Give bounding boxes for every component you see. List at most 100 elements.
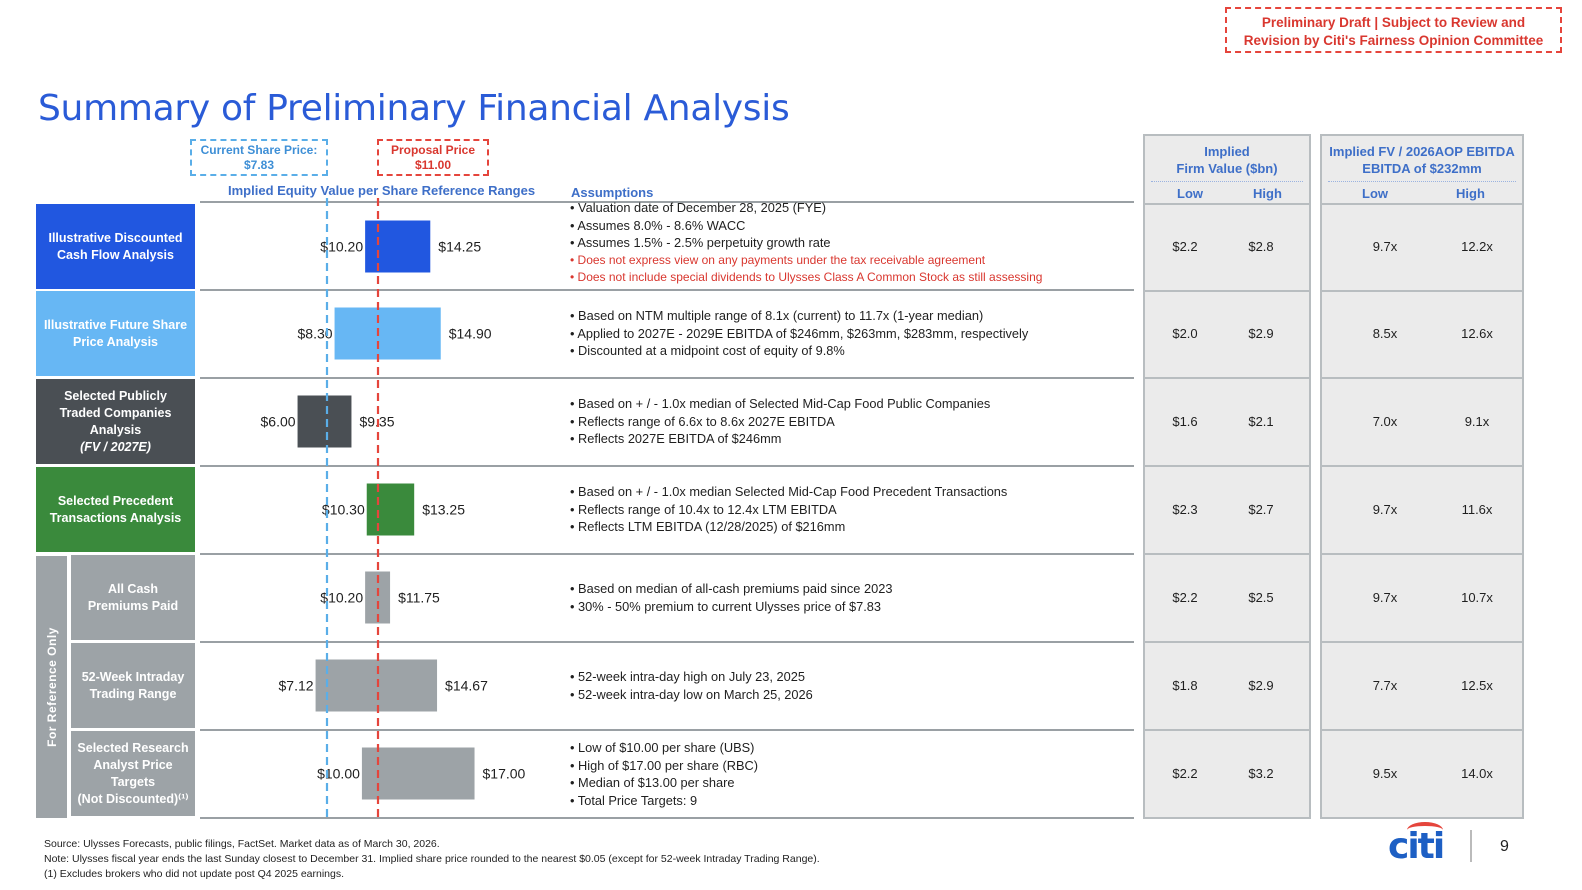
firm-value-low-value: $2.0 (1172, 325, 1198, 341)
firm-value-header-line-1: Implied (1204, 144, 1250, 159)
assumption-line: • Based on + / - 1.0x median Selected Mi… (570, 484, 1008, 499)
firm-value-header-line-2: Firm Value ($bn) (1176, 161, 1278, 176)
range-high-label: $14.25 (438, 239, 481, 255)
range-bar (366, 483, 415, 536)
firm-value-divider (1145, 203, 1309, 205)
ranges-column-header: Implied Equity Value per Share Reference… (228, 183, 536, 198)
ev-ebitda-divider (1322, 203, 1522, 205)
assumption-line: • 52-week intra-day high on July 23, 202… (570, 669, 805, 684)
row-label-line: Trading Range (89, 686, 177, 701)
table-row-divider (1145, 290, 1309, 292)
row-label-line: Analyst Price (93, 757, 173, 772)
row-label-line: Selected Precedent (57, 493, 174, 508)
row-label-line: (Not Discounted)⁽¹⁾ (77, 791, 189, 806)
firm-value-low-label: Low (1177, 186, 1203, 201)
firm-value-low-value: $1.8 (1172, 677, 1198, 693)
current-price-value: $7.83 (243, 158, 275, 172)
ev-ebitda-table: Implied FV / 2026AOP EBITDA EBITDA of $2… (1320, 134, 1524, 819)
row-label-line: Illustrative Discounted (48, 230, 183, 245)
range-low-label: $10.00 (317, 766, 360, 782)
range-low-label: $10.20 (320, 590, 363, 606)
citi-logo: citi (1388, 826, 1445, 867)
assumption-line: • Based on median of all-cash premiums p… (570, 581, 893, 596)
assumption-line: • Based on + / - 1.0x median of Selected… (570, 396, 991, 411)
table-row-divider (1322, 377, 1522, 379)
proposal-price-callout: Proposal Price $11.00 (377, 139, 489, 176)
row-label-line: All Cash (107, 581, 158, 596)
firm-value-high-value: $2.8 (1248, 238, 1274, 254)
assumption-line: • Valuation date of December 28, 2025 (F… (570, 200, 827, 215)
range-low-label: $6.00 (261, 414, 296, 430)
range-bar (365, 220, 431, 273)
firm-value-low-value: $1.6 (1172, 413, 1198, 429)
row-label-line: Traded Companies (59, 405, 172, 420)
footnote-1: (1) Excludes brokers who did not update … (44, 868, 345, 880)
table-row-divider (1322, 641, 1522, 643)
row-label-line: Transactions Analysis (49, 510, 182, 525)
firm-value-high-value: $2.9 (1248, 325, 1274, 341)
for-reference-label: For Reference Only (44, 627, 59, 747)
assumption-line: • Does not include special dividends to … (570, 270, 1043, 284)
row-separator (200, 553, 1134, 555)
logo-divider (1470, 830, 1472, 862)
draft-notice-line-1: Preliminary Draft | Subject to Review an… (1261, 15, 1526, 30)
table-row-divider (1322, 729, 1522, 731)
assumption-line: • 30% - 50% premium to current Ulysses p… (570, 598, 882, 614)
firm-value-low-value: $2.2 (1172, 589, 1198, 605)
assumption-line: • Low of $10.00 per share (UBS) (570, 740, 755, 755)
range-low-label: $8.30 (298, 326, 333, 342)
ev-ebitda-low-value: 8.5x (1372, 325, 1398, 341)
row-separator (200, 289, 1134, 291)
table-row-divider (1145, 641, 1309, 643)
table-row-divider (1322, 465, 1522, 467)
row-label-box: All Cash Premiums Paid (71, 555, 195, 640)
assumption-line: • Discounted at a midpoint cost of equit… (570, 343, 845, 358)
row-label-box: Illustrative Future Share Price Analysis (36, 291, 195, 376)
firm-value-high-value: $2.9 (1248, 677, 1274, 693)
firm-value-table: Implied Firm Value ($bn) Low High (1143, 134, 1311, 819)
current-price-label: Current Share Price: (200, 143, 318, 157)
firm-value-high-value: $2.5 (1248, 589, 1274, 605)
assumption-line: • Median of $13.00 per share (570, 775, 735, 790)
assumptions-column-header: Assumptions (571, 185, 654, 200)
row-separator (200, 817, 1134, 819)
assumption-line: • High of $17.00 per share (RBC) (570, 757, 758, 773)
for-reference-strip: For Reference Only (36, 556, 67, 818)
row-label-line: Selected Research (77, 740, 189, 755)
ev-ebitda-high-value: 14.0x (1461, 765, 1493, 781)
ev-ebitda-header-divider (1328, 181, 1516, 182)
assumption-line: • Reflects range of 6.6x to 8.6x 2027E E… (570, 413, 835, 429)
assumptions-block: • Valuation date of December 28, 2025 (F… (570, 199, 1042, 287)
ev-ebitda-header: Implied FV / 2026AOP EBITDA EBITDA of $2… (1322, 143, 1522, 177)
assumption-line: • Total Price Targets: 9 (570, 792, 698, 808)
assumptions-block: • Based on median of all-cash premiums p… (570, 580, 892, 615)
assumption-line: • Applied to 2027E - 2029E EBITDA of $24… (570, 325, 1029, 341)
page-number: 9 (1500, 838, 1509, 855)
table-row-divider (1322, 290, 1522, 292)
firm-value-low-value: $2.2 (1172, 765, 1198, 781)
draft-notice-line-2: Revision by Citi's Fairness Opinion Comm… (1243, 33, 1544, 48)
row-label-box: Illustrative Discounted Cash Flow Analysi… (36, 204, 195, 289)
row-separator (200, 641, 1134, 643)
firm-value-header-divider (1151, 181, 1303, 182)
table-row-divider (1145, 729, 1309, 731)
assumptions-block: • 52-week intra-day high on July 23, 202… (570, 668, 813, 703)
row-label-box: 52-Week Intraday Trading Range (71, 643, 195, 728)
ev-ebitda-low-value: 9.5x (1372, 765, 1398, 781)
assumption-line: • Assumes 8.0% - 8.6% WACC (570, 217, 746, 233)
row-label-line: Selected Publicly (64, 388, 167, 403)
table-row-divider (1145, 465, 1309, 467)
firm-value-high-value: $2.7 (1248, 501, 1274, 517)
row-label-line: Premiums Paid (87, 598, 179, 613)
ev-ebitda-low-value: 9.7x (1372, 589, 1398, 605)
row-separator (200, 201, 1134, 203)
ev-ebitda-low-value: 7.7x (1372, 677, 1398, 693)
range-high-label: $11.75 (398, 590, 440, 606)
ev-ebitda-low-value: 9.7x (1372, 238, 1398, 254)
ev-ebitda-header-line-1: Implied FV / 2026AOP EBITDA (1329, 144, 1515, 159)
ev-ebitda-high-value: 12.6x (1461, 325, 1493, 341)
ev-ebitda-high-value: 10.7x (1461, 589, 1493, 605)
ev-ebitda-high-value: 11.6x (1461, 501, 1493, 517)
row-separator (200, 377, 1134, 379)
range-high-label: $14.67 (445, 678, 488, 694)
